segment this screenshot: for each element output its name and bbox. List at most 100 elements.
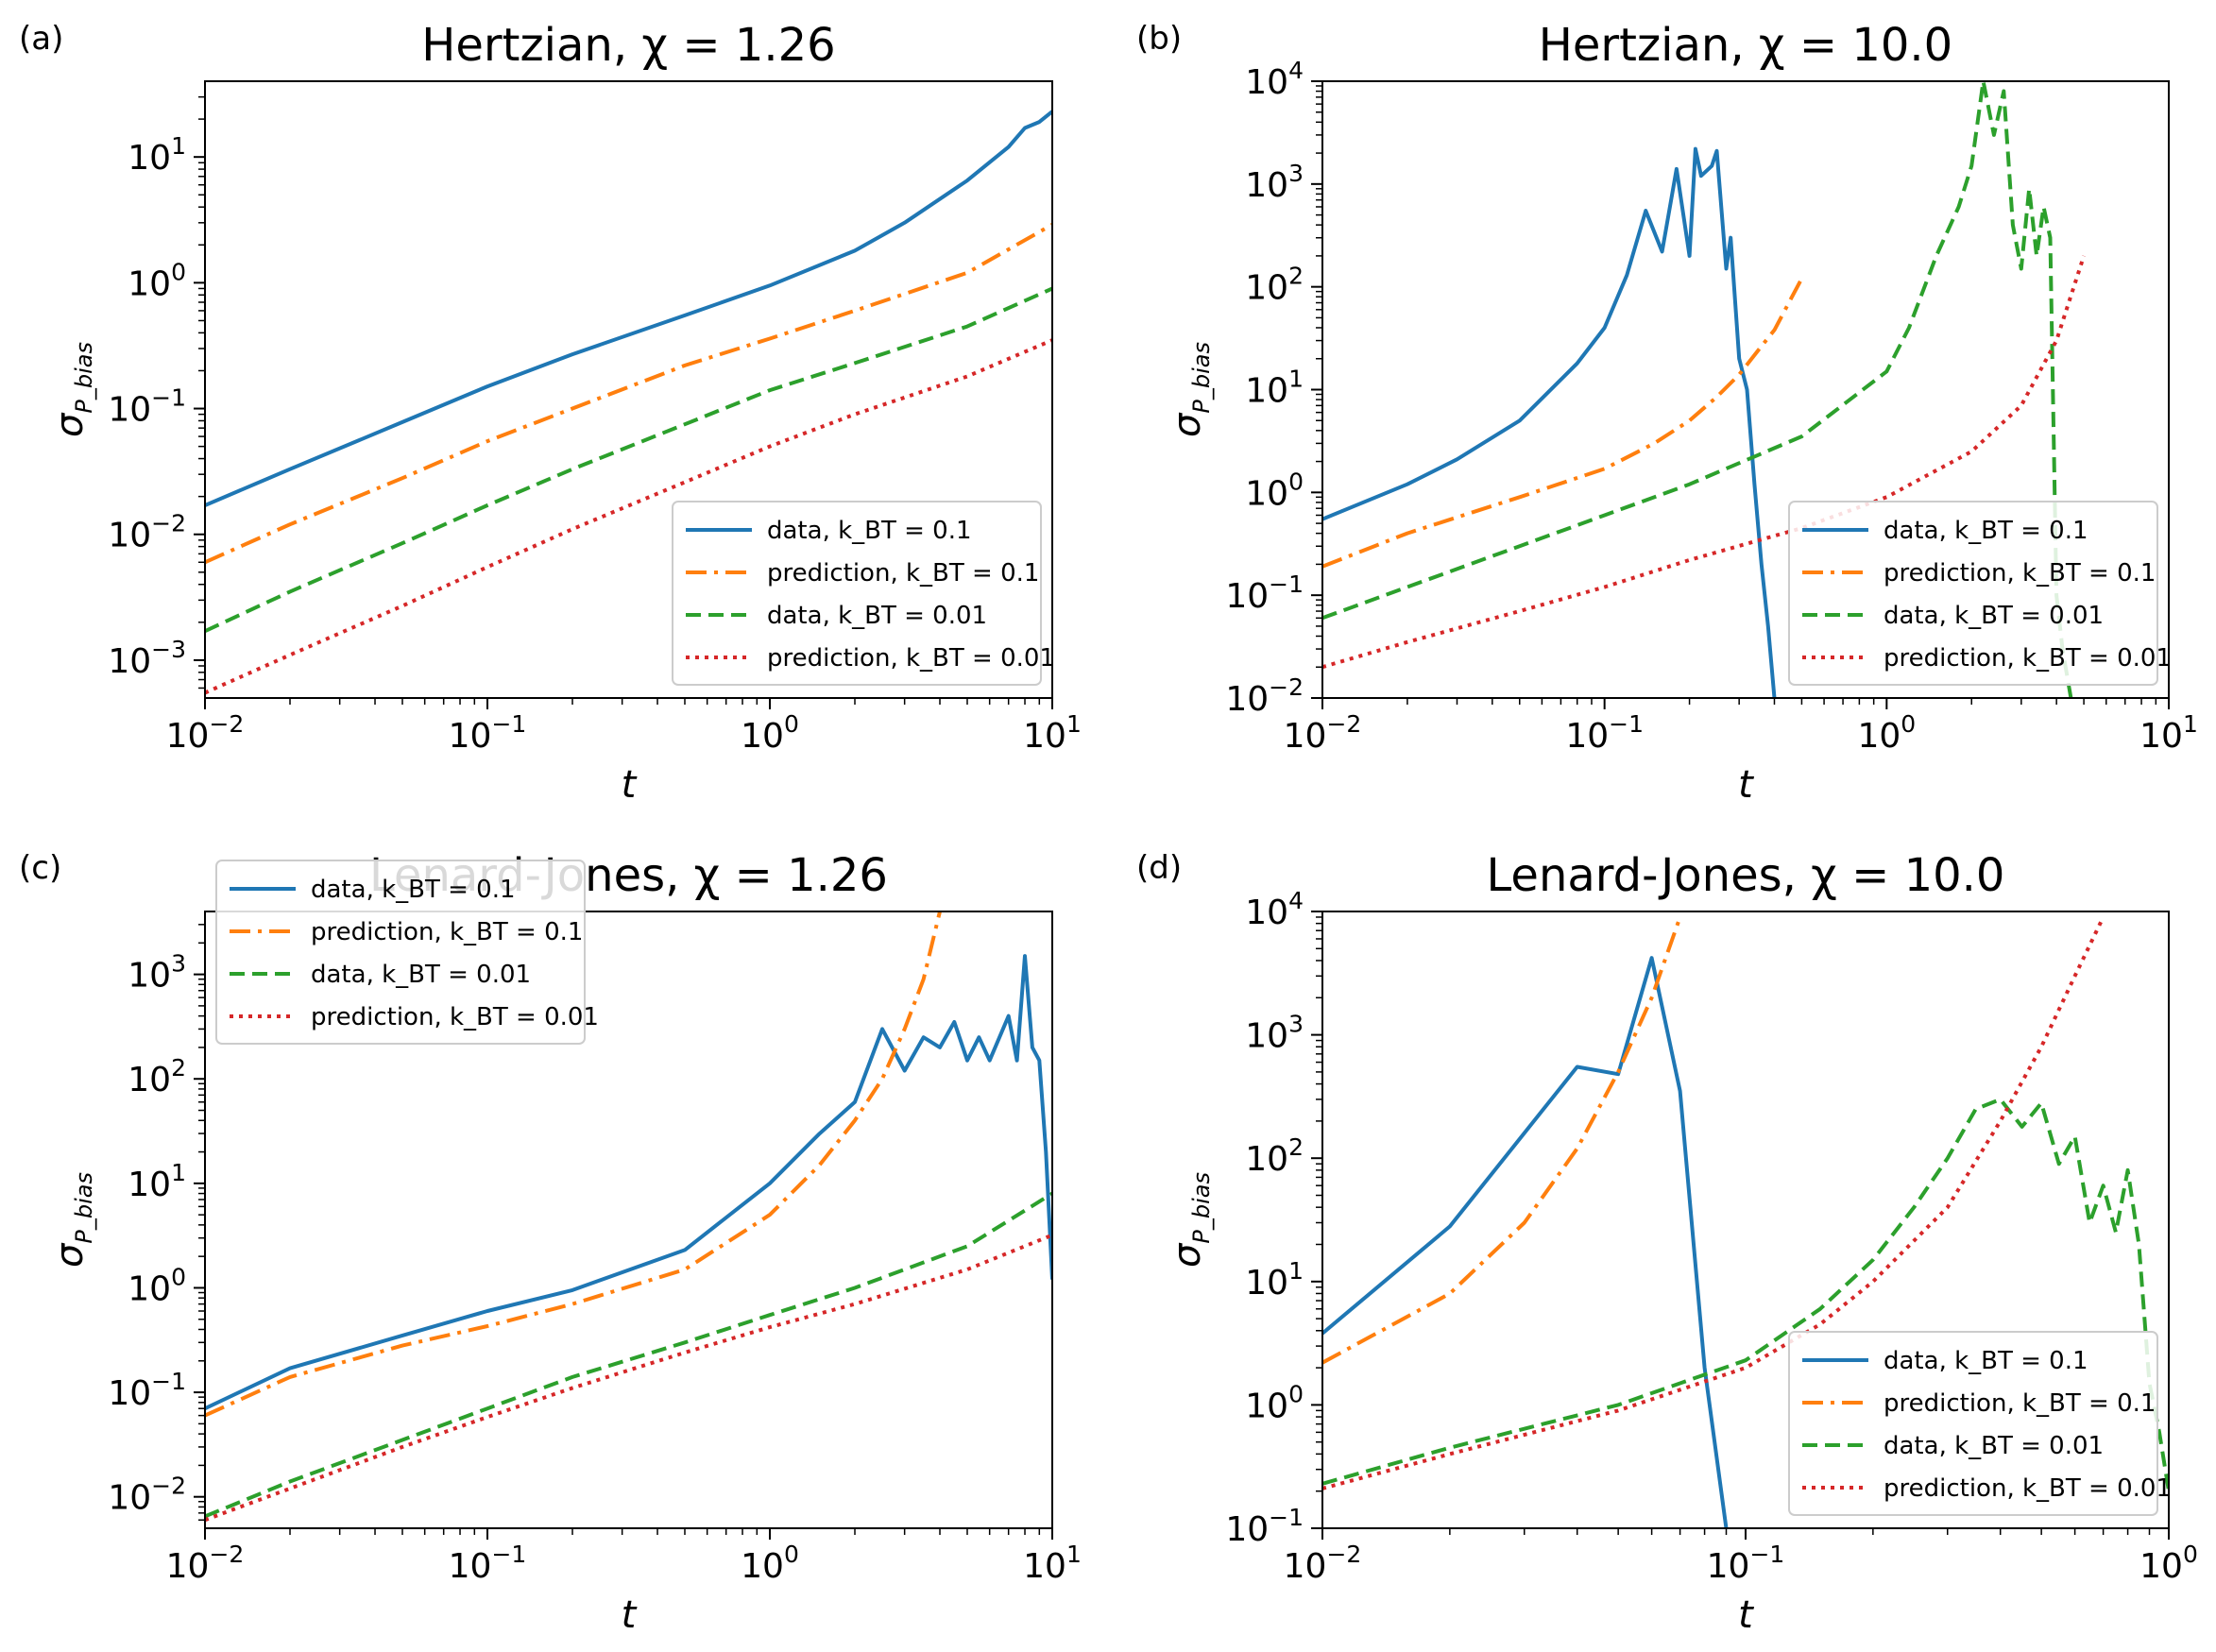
series-line-solid-0 [205,110,1052,507]
legend-entry: data, k_BT = 0.1 [311,876,516,904]
y-tick-label-exp: −1 [1269,1504,1304,1531]
x-axis-label: t [1738,763,1754,807]
legend-entry: data, k_BT = 0.01 [767,602,987,630]
x-tick-label: 101 [1023,710,1082,756]
x-axis-label: t [622,763,638,807]
y-tick-label-base: 10 [128,957,171,996]
x-tick-label-exp: −2 [209,710,244,738]
x-tick-label-base: 10 [741,717,784,756]
y-axis-label: σP_bias [48,1172,97,1268]
y-tick-label: 10−2 [108,1473,186,1518]
x-tick-label-exp: −2 [1326,1541,1361,1568]
axes-frame [1321,911,2170,1529]
y-tick-label-base: 10 [108,517,151,555]
chart-title: Hertzian, χ = 10.0 [1539,19,1952,72]
y-tick-label: 102 [128,1054,186,1099]
y-tick-label-base: 10 [108,391,151,430]
y-tick-label-exp: −2 [1269,673,1304,701]
x-tick-label: 10−1 [449,1541,527,1586]
y-tick-label: 100 [1245,468,1304,513]
y-tick-label-base: 10 [1225,680,1269,719]
x-tick-label-exp: 0 [784,1541,799,1568]
legend-entry: data, k_BT = 0.01 [1884,1432,2104,1460]
y-tick-label-base: 10 [1245,894,1288,932]
y-tick-label-exp: −1 [1269,571,1304,598]
y-tick-label: 101 [1245,366,1304,411]
y-tick-label: 103 [128,950,186,996]
series-line-dotted-3 [1322,916,2105,1490]
y-tick-label: 104 [1245,57,1304,102]
x-tick-label: 100 [741,1541,799,1586]
legend-box [672,501,1042,686]
legend: data, k_BT = 0.1 prediction, k_BT = 0.1 da… [1788,1331,2172,1516]
axes-frame [204,911,1053,1529]
legend-entry: prediction, k_BT = 0.01 [767,644,1055,673]
y-tick-label: 102 [1245,263,1304,308]
series-line-dashdot-1 [1322,916,1682,1365]
y-tick-label-exp: 3 [171,950,186,978]
panel-label: (a) [19,20,63,58]
minor-ticks [1316,85,2157,705]
x-tick-label-exp: −2 [1326,710,1361,738]
panel-label: (c) [19,849,61,887]
x-tick-label-base: 10 [166,717,210,756]
x-tick-label: 101 [1023,1541,1082,1586]
x-tick-label: 10−2 [166,710,245,756]
x-tick-label-base: 10 [2139,717,2183,756]
x-tick-label-exp: 1 [1066,710,1082,738]
y-axis-label-symbol: σ [48,412,92,437]
series-group [1322,916,2169,1528]
y-tick-label-exp: 3 [1288,1011,1304,1038]
y-axis-label: σP_bias [1166,1172,1215,1268]
y-tick-label-base: 10 [1245,269,1288,308]
legend-entry: prediction, k_BT = 0.01 [1884,644,2172,673]
minor-ticks [1316,916,2151,1535]
y-axis-label-subscript: P_bias [1188,342,1215,414]
y-tick-label-exp: −1 [151,384,186,412]
y-tick-label: 10−1 [1225,571,1304,616]
x-tick-label: 10−2 [1284,1541,1362,1586]
y-tick-label-base: 10 [1225,1510,1269,1549]
series-line-dashdot-1 [205,911,942,1418]
x-axis-label: t [622,1593,638,1637]
x-tick-label: 10−1 [1707,1541,1785,1586]
x-tick-label-base: 10 [1565,717,1609,756]
x-tick-label-base: 10 [449,717,492,756]
y-tick-label-exp: 0 [171,1263,186,1290]
y-tick-label: 103 [1245,160,1304,205]
legend-box [1788,1331,2158,1516]
y-axis-label-subscript: P_bias [1188,1172,1215,1244]
chart-title: Hertzian, χ = 1.26 [421,19,835,72]
series-line-dashed-2 [205,286,1052,634]
series-line-dotted-3 [205,1233,1052,1523]
x-axis-label: t [1738,1593,1754,1637]
series-line-solid-0 [1322,146,1777,698]
y-tick-label-exp: 0 [1288,468,1304,495]
legend-entry: data, k_BT = 0.1 [767,517,972,545]
y-axis-label: σP_bias [1166,342,1215,437]
y-tick-label: 10−3 [108,636,186,681]
x-tick-label-exp: 0 [784,710,799,738]
y-tick-label: 100 [1245,1380,1304,1425]
legend-entry: data, k_BT = 0.1 [1884,1347,2088,1375]
series-group [1322,81,2087,698]
legend-entry: prediction, k_BT = 0.1 [767,559,1039,588]
x-tick-label-base: 10 [1284,717,1327,756]
chart-title: Lenard-Jones, χ = 10.0 [1487,849,2005,902]
panel-label: (b) [1136,20,1182,58]
y-tick-label: 101 [128,132,186,178]
x-tick-label-exp: 1 [2183,710,2198,738]
y-axis-label-symbol: σ [1166,1242,1209,1268]
y-axis-label: σP_bias [48,342,97,437]
y-tick-label-base: 10 [1245,63,1288,102]
x-tick-label-exp: 1 [1066,1541,1082,1568]
y-tick-label: 102 [1245,1133,1304,1179]
x-tick-label-base: 10 [1857,717,1901,756]
x-tick-label: 10−1 [449,710,527,756]
y-tick-label: 103 [1245,1011,1304,1056]
y-tick-label-exp: 1 [171,1159,186,1186]
y-tick-label-exp: 1 [1288,1257,1304,1285]
x-tick-label-exp: 0 [2183,1541,2198,1568]
